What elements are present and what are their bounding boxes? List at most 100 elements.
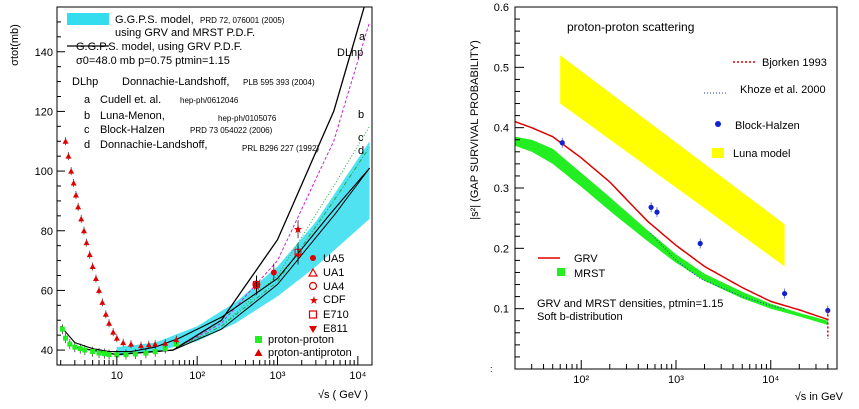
legend-ggps-band-swatch [67,13,109,25]
right-axes-ticks: 0.1 0.2 0.3 0.4 0.5 0.6 10² 10³ 10⁴ [494,2,838,386]
pbar-point [65,153,72,159]
pbar-point [83,239,90,246]
pp-point [82,347,88,353]
pp-point [63,335,69,341]
pp-point [96,350,102,356]
left-ylabel: σtot(mb) [9,24,21,66]
block-halzen-point [697,240,703,247]
pp-point [59,326,65,332]
legend-mrst-swatch [557,268,565,276]
pp-point [101,351,107,357]
pbar-point [99,299,106,305]
left-xtick-label: 10² [189,370,205,382]
pbar-point [113,335,120,341]
pp-point [77,346,83,352]
legend-khoze-label: Khoze et al. 2000 [740,84,826,96]
pbar-point [75,203,82,210]
curve-label-c: c [358,132,364,144]
legend-model-c-tag: c [84,124,90,136]
legend-experiments: UA5 UA1 UA4 ★ CDF E710 E811 [307,253,349,335]
legend-ggps-band-line2: using GRV and MRST P.D.F. [115,27,255,39]
right-ytick-label: 0.6 [494,2,509,14]
right-ytick-label: 0.2 [494,243,509,255]
right-xtick-label: 10² [573,374,589,386]
pbar-point [127,341,134,347]
legend-ggps-band-label: G.G.P.S. model, [115,14,194,26]
pp-point [114,352,120,358]
legend-ggps-line-params: σ0=48.0 mb p=0.75 ptmin=1.15 [76,55,230,67]
pp-point [143,350,149,356]
pbar-point [173,336,180,343]
legend-pbar-marker [254,349,263,356]
pbar-point [96,287,103,293]
mrst-band [515,136,828,325]
pp-point [173,341,179,347]
legend-model-a-tag: a [84,94,91,106]
legend-model-a-ref: hep-ph/0612046 [180,96,239,105]
legend-cdf-marker: ★ [309,295,319,307]
legend-grv-label: GRV [574,253,598,265]
legend-ua1-label: UA1 [323,267,344,279]
ggps-band [116,141,370,357]
block-halzen-point [654,209,660,215]
pp-point [72,344,78,350]
pbar-point [145,341,152,348]
left-ytick-label: 100 [35,166,53,178]
legend-pp-marker [255,336,262,343]
legend-model-b-tag: b [84,110,90,122]
grv-curve [514,120,829,321]
left-ytick-label: 140 [35,47,53,59]
legend-ggps-band-ref: PRD 72, 076001 (2005) [200,16,285,25]
right-ylabel: |s²| (GAP SURVIVAL PROBABILITY) [469,40,481,220]
pbar-point [106,320,113,326]
left-axes-ticks: 40 60 80 100 120 140 10 10² 10³ 10⁴ [35,21,367,382]
legend-model-c-ref: PRD 73 054022 (2006) [190,126,273,135]
legend-model-b-ref: hep-ph/0105076 [218,114,277,123]
data-points [59,137,303,360]
pp-point [162,346,168,352]
legend-model-c-name: Block-Halzen [100,124,165,136]
curve-label-dlhp: DLhp [337,47,363,59]
legend-block-halzen-label: Block-Halzen [735,120,800,132]
right-ytick-label: 0.3 [494,183,509,195]
pp-point [90,349,96,355]
legend-e710-marker [308,310,318,319]
legend-cdf-label: CDF [323,294,346,306]
legend-pp-label: proton-proton [268,334,334,346]
left-ytick-label: 60 [41,285,53,297]
right-xtick-label: 10⁴ [762,374,779,386]
legend-models-header-name: Donnachie-Landshoff, [122,76,229,88]
right-title: proton-proton scattering [567,20,694,34]
pbar-point [102,311,109,317]
legend-model-d-ref: PRL B296 227 (1992) [242,144,319,153]
left-xtick-label: 10 [111,370,123,382]
block-halzen-point [782,290,788,297]
pp-point [152,349,158,355]
legend-model-b-name: Luna-Menon, [100,110,165,122]
legend-model-a-name: Cudell et. al. [100,94,161,106]
pbar-point [89,263,96,270]
legend-e710-label: E710 [323,309,349,321]
pbar-point [78,215,85,222]
pbar-point [110,329,117,335]
ua5-point [270,269,277,276]
curve-label-a: a [359,31,366,43]
right-bands [515,55,828,325]
legend-pbar-label: proton-antiproton [268,347,352,359]
block-halzen-point [648,204,654,210]
pbar-point [92,275,99,281]
legend-ua4-marker [308,281,318,291]
right-ytick-label: 0.4 [494,123,509,135]
right-annotation-1: GRV and MRST densities, ptmin=1.15 [537,298,723,310]
left-xtick-label: 10³ [270,370,286,382]
right-ytick-label: 0.5 [494,62,509,74]
legend-models-header-ref: PLB 595 393 (2004) [243,78,315,87]
legend-ggps-line-label: G.G.P.S. model, using GRV P.D.F. [76,41,242,53]
left-xlabel: √s ( GeV ) [318,389,368,401]
legend-model-d-name: Donnachie-Landshoff, [100,139,207,151]
pbar-point [68,168,75,174]
legend-ua5-marker [310,255,316,261]
left-ytick-label: 40 [41,345,53,357]
pp-point [132,351,138,357]
